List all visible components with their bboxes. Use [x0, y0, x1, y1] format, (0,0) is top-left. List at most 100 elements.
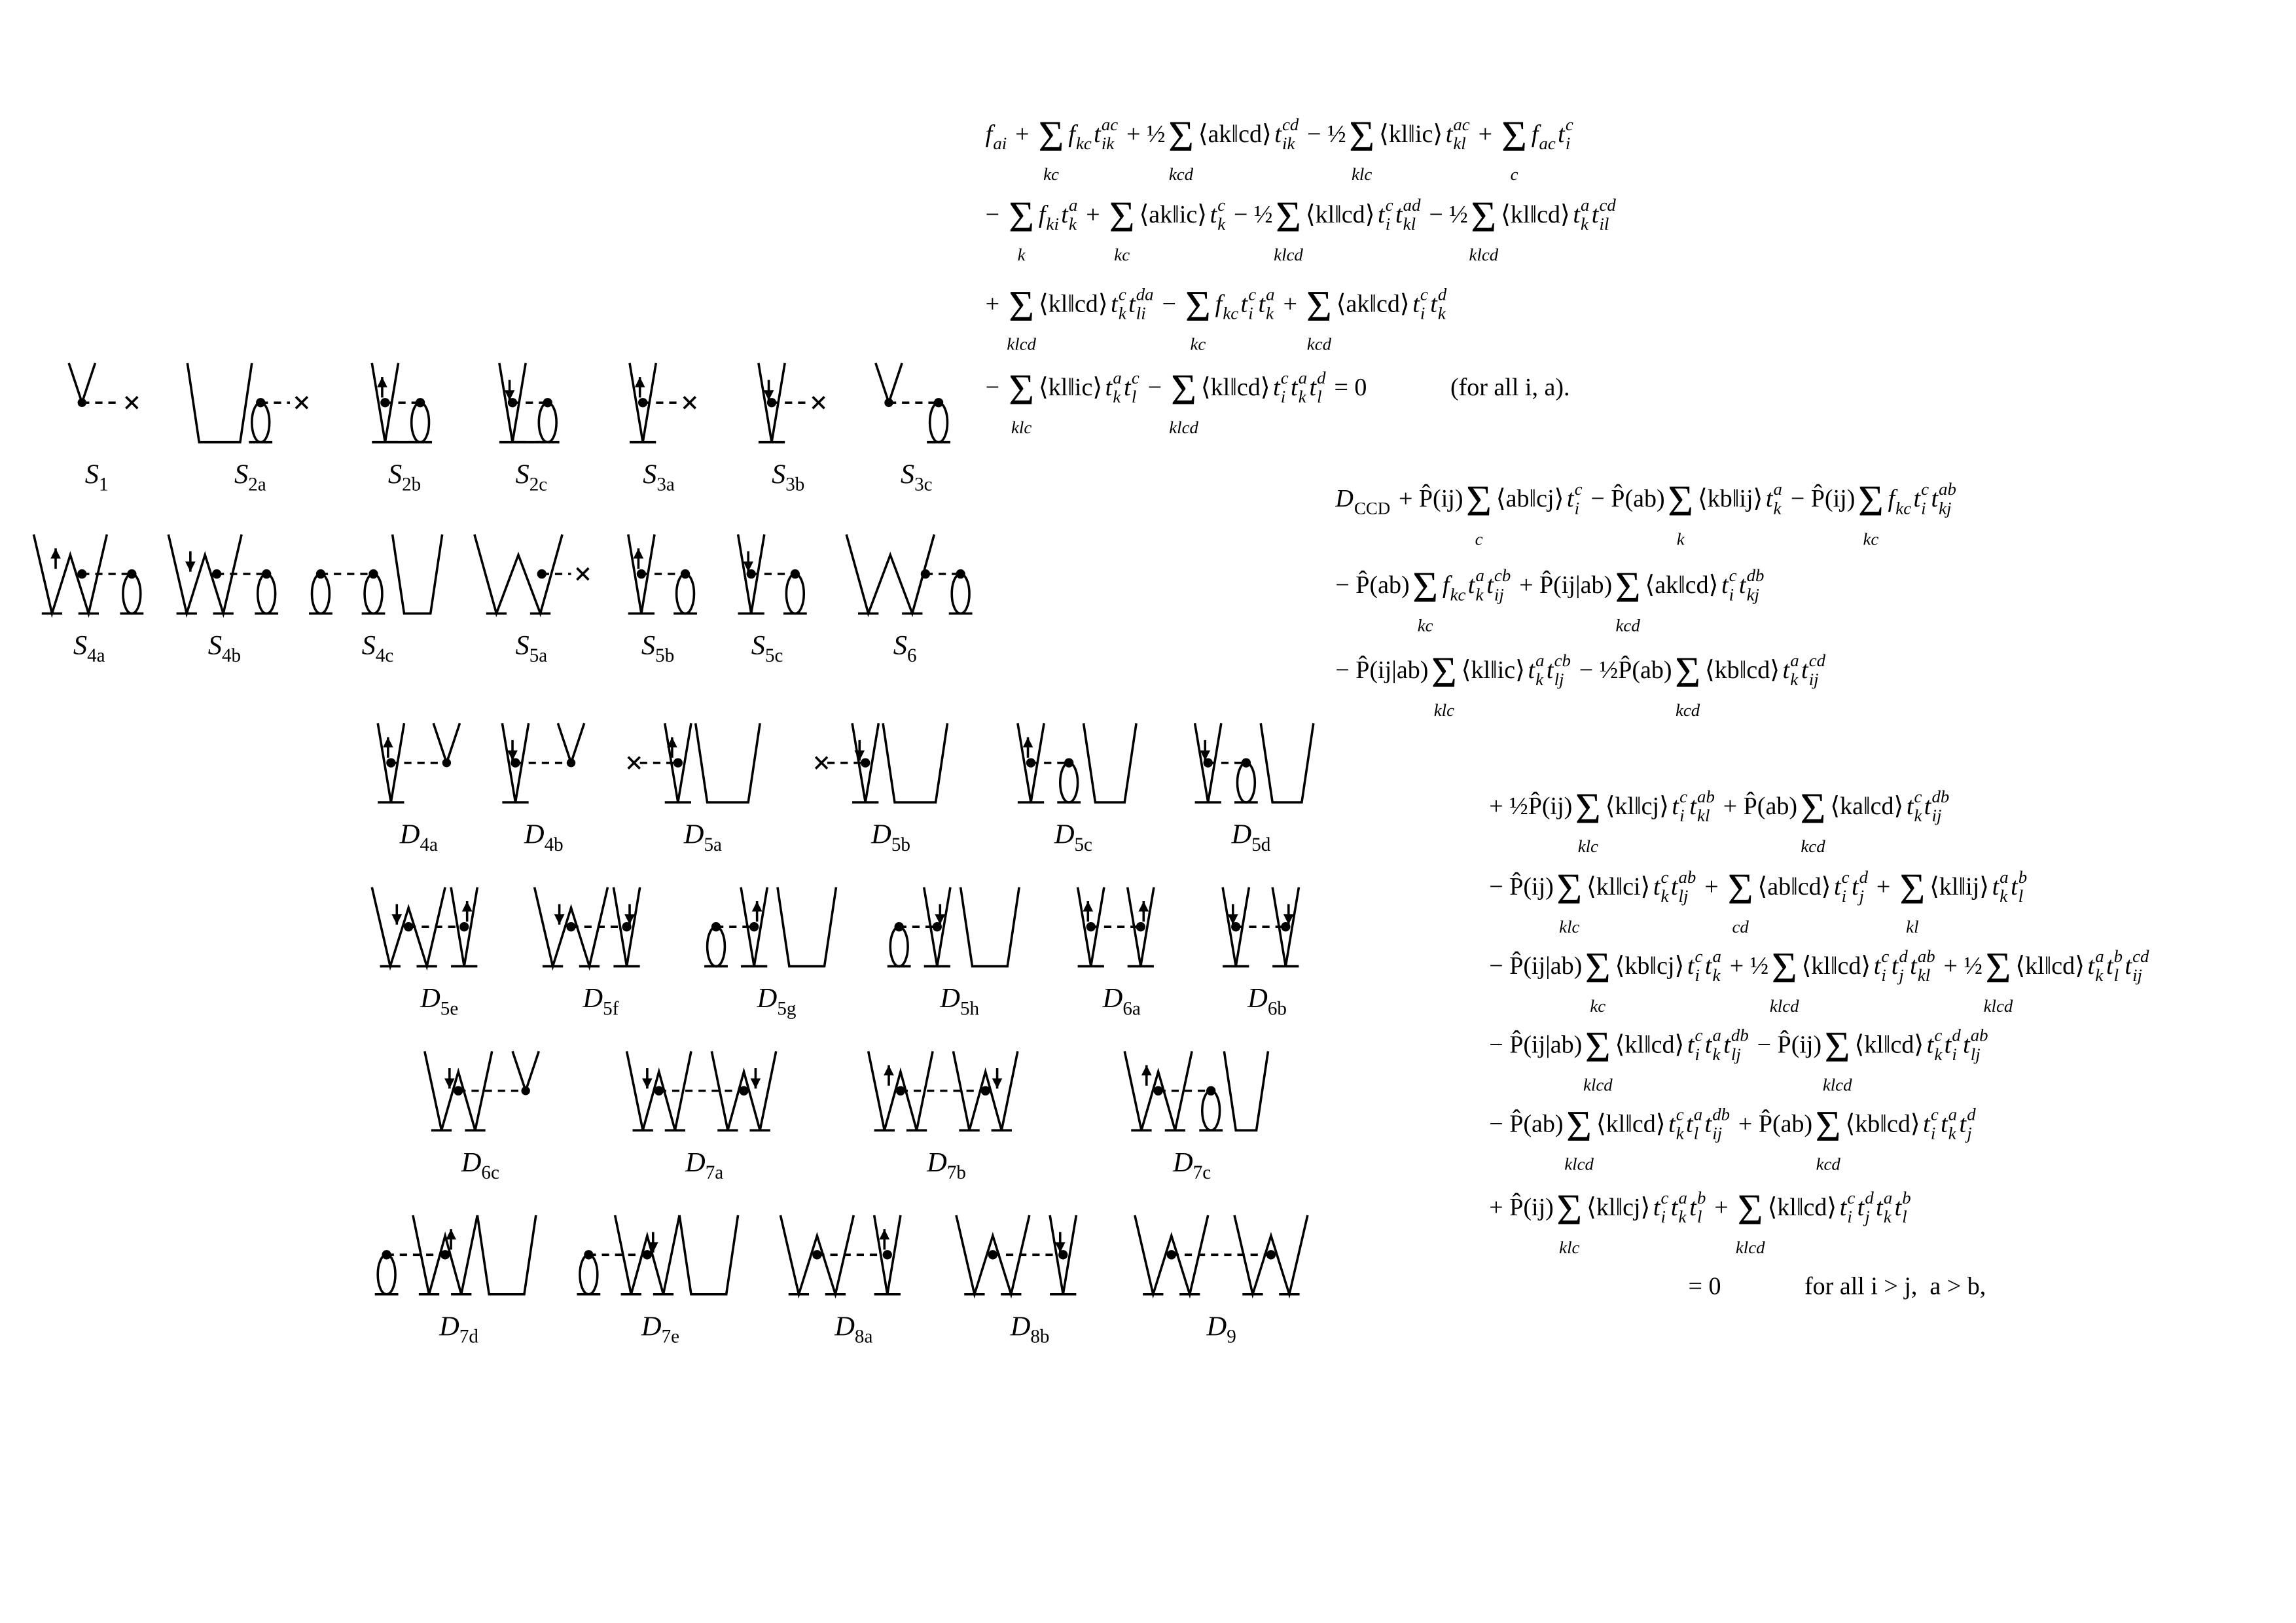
subscript: li — [1136, 304, 1146, 323]
arrow-head — [461, 901, 473, 912]
equation-symbol: t — [1128, 291, 1136, 318]
vertex-dot — [673, 758, 683, 768]
diagram-line — [710, 1050, 778, 1131]
subscript: i — [1661, 1207, 1666, 1226]
label-subscript: 6a — [1122, 998, 1141, 1019]
subscript: k — [1661, 886, 1670, 906]
sum-sign: Σ — [1675, 647, 1700, 696]
loop — [537, 401, 558, 444]
subscript: k — [1676, 1124, 1685, 1143]
sum-sign: Σ — [1556, 1185, 1582, 1234]
label-symbol: S — [516, 459, 529, 490]
superscript: cd — [1809, 651, 1826, 670]
sum-sign: Σ — [1501, 111, 1527, 160]
superscript: c — [1881, 946, 1889, 966]
diagram-label: S1 — [85, 459, 109, 495]
sum-sign: Σ — [1728, 864, 1753, 913]
equation-text: + — [986, 291, 1006, 318]
label-subscript: 3b — [785, 474, 804, 495]
label-symbol: D — [641, 1311, 662, 1342]
label-symbol: D — [1054, 819, 1075, 850]
superscript: db — [1731, 1026, 1749, 1045]
label-subscript: 8a — [855, 1327, 873, 1347]
equation-text: + P̂(ab) — [1732, 1109, 1812, 1137]
superscript: c — [1934, 1026, 1942, 1045]
equation-symbol: t — [1671, 1194, 1679, 1221]
diagram-label: S3c — [901, 459, 933, 495]
equation-symbol: t — [1592, 201, 1600, 228]
loop — [256, 573, 277, 615]
vertex-dot — [521, 1086, 530, 1096]
equation-symbol: t — [1378, 201, 1386, 228]
equation-symbol: t — [1721, 571, 1729, 599]
sum-sign: Σ — [1615, 563, 1641, 612]
arrow-head — [992, 1078, 1003, 1089]
sum-index: kcd — [1816, 1154, 1841, 1174]
equation-text: + ½ — [1723, 952, 1768, 980]
sum-sign: Σ — [1585, 943, 1611, 992]
arrow-head — [1283, 914, 1294, 925]
diagram: D9 — [1134, 1215, 1309, 1347]
arrow-head — [383, 737, 393, 748]
subscript: lj — [1731, 1044, 1741, 1064]
diagram-label: D9 — [1206, 1311, 1236, 1347]
equation-text: (for all i, a). — [1450, 374, 1570, 401]
loop — [785, 573, 806, 615]
superscript: b — [2114, 946, 2123, 966]
label-subscript: 1 — [99, 474, 109, 495]
superscript: c — [1676, 1104, 1684, 1124]
diagram-line — [32, 534, 109, 618]
equation-symbol: t — [1567, 485, 1575, 512]
equation-text: ⟨ak‖cd⟩ — [1198, 120, 1272, 148]
sum-sign: Σ — [1858, 476, 1884, 526]
equation-symbol: t — [1834, 873, 1842, 901]
diagram: S6 — [845, 534, 973, 666]
diagram: D5b — [814, 722, 949, 855]
sum-sign: Σ — [1185, 281, 1211, 330]
subscript: k — [2000, 886, 2008, 906]
label-symbol: D — [399, 819, 420, 850]
sum-sign: Σ — [1349, 111, 1374, 160]
diagram-label: D5h — [939, 983, 979, 1019]
equation-text: − — [1141, 374, 1168, 401]
label-symbol: S — [641, 630, 655, 661]
vertex-dot — [884, 398, 893, 407]
superscript: cb — [1554, 651, 1571, 670]
equation-symbol: t — [1924, 793, 1932, 820]
equation-text: ⟨kl‖ic⟩ — [1462, 656, 1525, 684]
equation-symbol: t — [1210, 201, 1218, 228]
vertex-dot — [882, 1250, 892, 1260]
arrow-head — [1054, 1242, 1066, 1253]
label-symbol: D — [582, 983, 603, 1014]
label-subscript: 6b — [1268, 998, 1287, 1019]
equation-symbol: t — [1723, 1031, 1731, 1059]
label-symbol: D — [685, 1147, 706, 1178]
vertex-dot — [739, 1086, 749, 1096]
equation-text: + — [1698, 873, 1725, 901]
superscript: a — [1948, 1104, 1957, 1124]
sum-index: kcd — [1307, 334, 1332, 354]
diagram-label: S4b — [208, 630, 241, 666]
equation-symbol: t — [1705, 952, 1713, 980]
diagram-line — [882, 722, 949, 804]
diagram-label: D6b — [1247, 983, 1287, 1019]
vertex-dot — [1136, 922, 1145, 932]
subscript: k — [1217, 214, 1226, 234]
sum-sign: Σ — [1585, 1022, 1611, 1071]
label-subscript: 9 — [1227, 1327, 1236, 1347]
equation-text: − P̂(ab) — [1585, 484, 1665, 512]
diagram-label: S2a — [234, 459, 266, 495]
sum-index: klcd — [1984, 996, 2013, 1016]
diagram-line — [1259, 722, 1315, 804]
diagram-line — [814, 756, 829, 770]
vertex-dot — [980, 1086, 990, 1096]
equation-symbol: t — [1689, 793, 1697, 820]
subscript: l — [1317, 387, 1321, 406]
diagram-line — [370, 887, 446, 971]
sum-sign: Σ — [1985, 943, 2011, 992]
subscript: i — [1847, 1207, 1852, 1226]
diagram: D5f — [533, 887, 641, 1019]
vertex-dot — [1231, 922, 1241, 932]
equation-symbol: t — [2011, 873, 2018, 901]
superscript: a — [2000, 867, 2008, 887]
